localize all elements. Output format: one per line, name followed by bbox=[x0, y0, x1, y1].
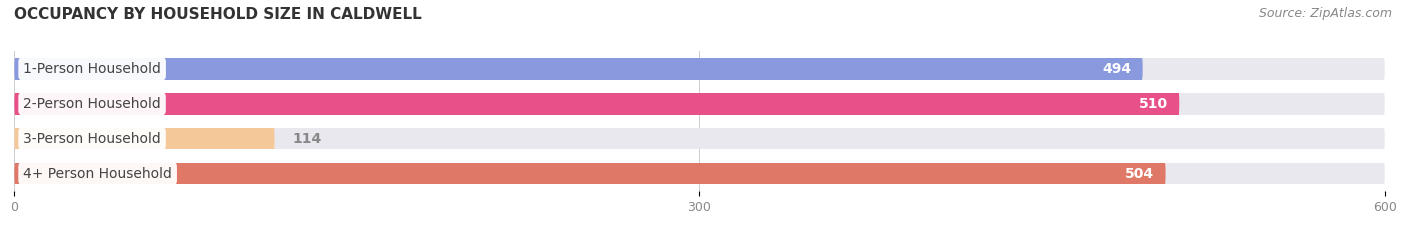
Bar bbox=[15, 93, 1178, 115]
Text: Source: ZipAtlas.com: Source: ZipAtlas.com bbox=[1258, 7, 1392, 20]
Text: 114: 114 bbox=[292, 132, 322, 146]
Bar bbox=[15, 128, 1384, 150]
Bar bbox=[15, 163, 1164, 185]
Text: 504: 504 bbox=[1125, 167, 1154, 181]
Bar bbox=[15, 58, 1384, 80]
Text: OCCUPANCY BY HOUSEHOLD SIZE IN CALDWELL: OCCUPANCY BY HOUSEHOLD SIZE IN CALDWELL bbox=[14, 7, 422, 22]
Text: 510: 510 bbox=[1139, 97, 1168, 111]
Text: 3-Person Household: 3-Person Household bbox=[22, 132, 160, 146]
Bar bbox=[15, 93, 1384, 115]
Text: 1-Person Household: 1-Person Household bbox=[22, 62, 162, 76]
Text: 494: 494 bbox=[1102, 62, 1132, 76]
Bar bbox=[15, 58, 1142, 80]
Text: 4+ Person Household: 4+ Person Household bbox=[22, 167, 172, 181]
Bar bbox=[15, 163, 1384, 185]
Text: 2-Person Household: 2-Person Household bbox=[22, 97, 160, 111]
Bar bbox=[15, 128, 274, 150]
